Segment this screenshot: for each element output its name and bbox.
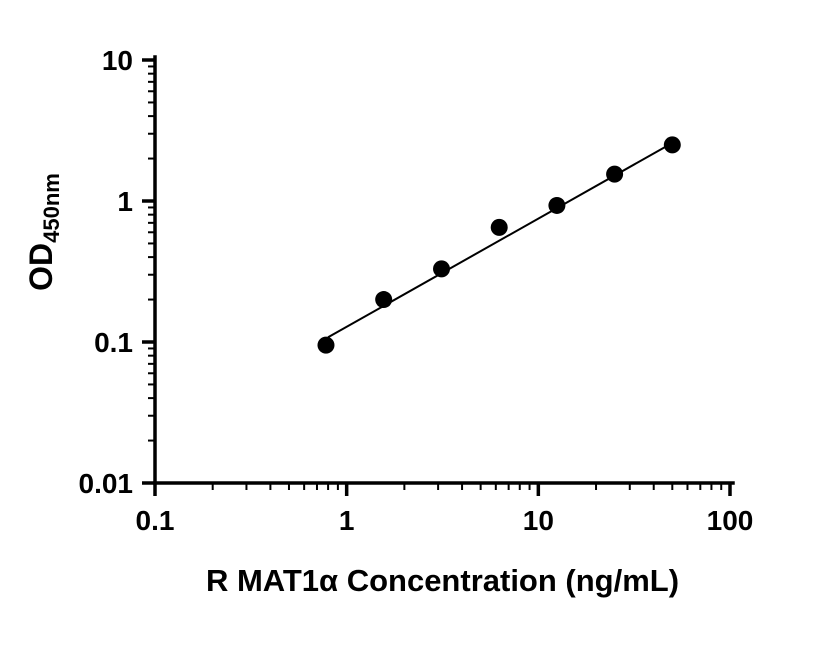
x-tick-label: 10 (523, 505, 554, 536)
data-point (317, 336, 335, 354)
y-axis-title-main: OD (23, 243, 59, 291)
y-tick-label: 1 (117, 186, 133, 217)
y-tick-label: 0.1 (94, 327, 133, 358)
data-point (548, 196, 566, 214)
y-tick-label: 10 (102, 45, 133, 76)
y-tick-label: 0.01 (79, 468, 134, 499)
data-point (375, 291, 393, 309)
x-axis-title: R MAT1α Concentration (ng/mL) (206, 563, 679, 598)
y-axis-title: OD450nm (23, 173, 64, 291)
data-point (606, 165, 624, 183)
data-point (433, 260, 451, 278)
data-point (490, 218, 508, 236)
data-point (663, 136, 681, 154)
x-tick-label: 0.1 (136, 505, 175, 536)
x-tick-label: 100 (707, 505, 754, 536)
y-axis-title-subscript: 450nm (39, 173, 64, 243)
x-tick-label: 1 (339, 505, 355, 536)
